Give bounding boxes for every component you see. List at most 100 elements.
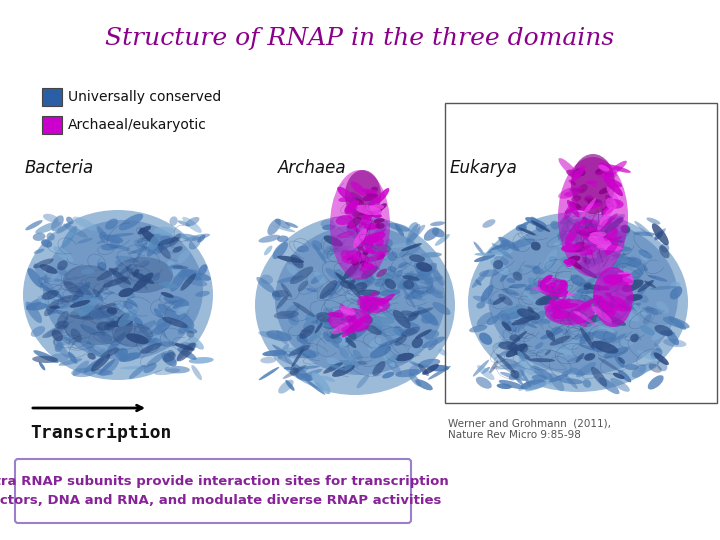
Ellipse shape [101,348,120,359]
Ellipse shape [360,248,379,254]
Ellipse shape [668,316,686,330]
Ellipse shape [545,278,554,287]
Ellipse shape [154,233,174,244]
Ellipse shape [56,222,71,233]
Ellipse shape [609,331,618,342]
Ellipse shape [609,252,625,274]
Ellipse shape [62,337,76,345]
Ellipse shape [510,310,521,323]
Ellipse shape [346,206,352,212]
Ellipse shape [401,243,422,251]
Ellipse shape [359,254,385,264]
Ellipse shape [584,285,610,291]
Ellipse shape [97,326,106,336]
Ellipse shape [529,287,544,294]
Ellipse shape [409,254,425,262]
Ellipse shape [476,377,492,389]
Ellipse shape [588,235,611,247]
Ellipse shape [498,341,517,350]
Ellipse shape [97,262,107,271]
Ellipse shape [52,329,63,341]
Ellipse shape [114,330,124,337]
Ellipse shape [291,348,304,368]
Ellipse shape [575,320,588,328]
Ellipse shape [112,245,130,250]
Ellipse shape [618,272,632,276]
Ellipse shape [516,304,526,317]
Ellipse shape [310,351,319,357]
Ellipse shape [621,338,636,346]
Ellipse shape [361,262,375,270]
Ellipse shape [283,365,307,379]
Ellipse shape [498,237,520,251]
Ellipse shape [515,268,523,276]
Text: Transcription: Transcription [30,423,171,442]
Ellipse shape [158,282,178,288]
Ellipse shape [63,305,133,345]
Ellipse shape [37,295,60,305]
Ellipse shape [654,325,672,336]
Ellipse shape [346,250,361,258]
Ellipse shape [657,360,667,372]
Ellipse shape [596,312,609,324]
Ellipse shape [276,330,287,344]
Ellipse shape [350,192,364,202]
Ellipse shape [575,243,596,248]
Ellipse shape [362,215,372,221]
Ellipse shape [500,271,510,282]
Ellipse shape [601,347,618,352]
Ellipse shape [615,230,630,239]
Ellipse shape [590,232,597,238]
Ellipse shape [557,231,567,239]
Ellipse shape [517,308,540,320]
Ellipse shape [346,329,356,340]
Ellipse shape [73,217,98,231]
Ellipse shape [276,294,289,309]
FancyBboxPatch shape [42,88,62,106]
Ellipse shape [552,305,562,314]
Ellipse shape [521,370,531,388]
Ellipse shape [500,372,525,381]
Ellipse shape [371,186,378,192]
Ellipse shape [359,209,372,228]
Ellipse shape [81,268,95,274]
Ellipse shape [600,302,615,313]
Ellipse shape [532,375,547,381]
Ellipse shape [57,311,69,327]
Ellipse shape [285,222,298,228]
Ellipse shape [258,367,279,380]
Ellipse shape [55,342,63,352]
Ellipse shape [153,273,161,281]
Ellipse shape [290,254,304,268]
Ellipse shape [35,221,60,234]
Ellipse shape [570,275,586,287]
Ellipse shape [498,348,514,357]
Ellipse shape [660,330,675,336]
Ellipse shape [597,285,616,290]
Ellipse shape [125,280,136,288]
Ellipse shape [600,239,621,249]
Ellipse shape [372,316,383,329]
Ellipse shape [284,367,296,370]
Ellipse shape [603,178,622,187]
Ellipse shape [575,168,585,176]
Ellipse shape [374,323,400,335]
Ellipse shape [258,235,280,242]
Ellipse shape [97,306,115,325]
Ellipse shape [311,240,323,251]
FancyBboxPatch shape [15,459,411,523]
Ellipse shape [161,353,177,366]
Ellipse shape [582,379,591,388]
Ellipse shape [198,264,207,276]
Ellipse shape [603,347,629,359]
Ellipse shape [305,379,325,395]
Ellipse shape [354,205,364,213]
Ellipse shape [176,311,194,328]
Ellipse shape [566,259,575,267]
Ellipse shape [345,205,360,213]
Ellipse shape [40,277,63,282]
Ellipse shape [55,321,69,329]
Ellipse shape [474,254,495,262]
Ellipse shape [296,373,314,381]
Ellipse shape [393,310,410,328]
